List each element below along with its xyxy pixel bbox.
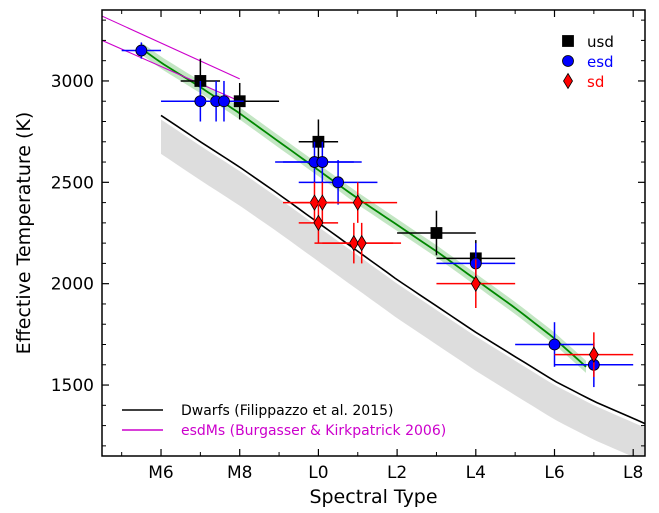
x-axis-label: Spectral Type (309, 486, 437, 508)
esd-point-0 (135, 44, 148, 57)
esd-fit-band (141, 42, 587, 373)
usd-point-3 (430, 227, 443, 239)
legend-lower: Dwarfs (Filippazzo et al. 2015) esdMs (Bu… (122, 403, 446, 439)
usd-point-2 (312, 135, 325, 148)
legend-marker-sd (563, 72, 573, 90)
x-tick-label: L8 (623, 463, 643, 483)
dwarfs-curve (160, 114, 645, 425)
x-tick-label: L6 (544, 463, 564, 483)
data-points (121, 42, 634, 388)
sd-point-5 (356, 234, 367, 252)
sd-point-3 (313, 214, 324, 232)
esd-point-8 (548, 338, 561, 351)
x-tick-label: M8 (227, 463, 252, 483)
legend-upper: usd esd sd (562, 33, 614, 91)
y-tick-label: 2000 (51, 275, 94, 295)
dwarfs-uncertainty-band (161, 119, 645, 456)
legend-label-usd: usd (587, 33, 614, 51)
x-tick-label: M6 (148, 463, 173, 483)
series-sd (283, 182, 634, 377)
sd-point-2 (352, 194, 363, 211)
legend-text-1: esdMs (Burgasser & Kirkpatrick 2006) (181, 423, 446, 439)
confidence-bands (141, 42, 645, 456)
x-tick-label: L0 (308, 463, 328, 483)
legend-text-0: Dwarfs (Filippazzo et al. 2015) (181, 403, 393, 419)
legend-label-esd: esd (587, 53, 614, 71)
legend-marker-usd (562, 35, 574, 47)
sd-point-6 (470, 275, 481, 292)
x-tick-label: L2 (387, 463, 407, 483)
y-tick-label: 3000 (51, 72, 94, 92)
plot-frame (101, 9, 646, 457)
esd-point-6 (332, 176, 344, 189)
esd-point-3 (218, 95, 230, 108)
y-axis-label: Effective Temperature (K) (13, 112, 35, 355)
series-esd (121, 42, 634, 388)
model-curves (102, 15, 645, 425)
esdms-line-2 (102, 39, 240, 102)
esdms-line-1 (102, 15, 240, 80)
legend-label-sd: sd (587, 73, 604, 91)
sd-point-7 (588, 346, 599, 363)
y-tick-label: 1500 (51, 376, 94, 396)
axis-ticks: M6 M8 L0 L2 L4 L6 L8 1500 2000 2500 3000 (51, 10, 645, 483)
esd-point-5 (316, 156, 329, 168)
y-tick-label: 2500 (51, 173, 94, 193)
x-tick-label: L4 (466, 463, 486, 483)
legend-marker-esd (562, 55, 574, 67)
